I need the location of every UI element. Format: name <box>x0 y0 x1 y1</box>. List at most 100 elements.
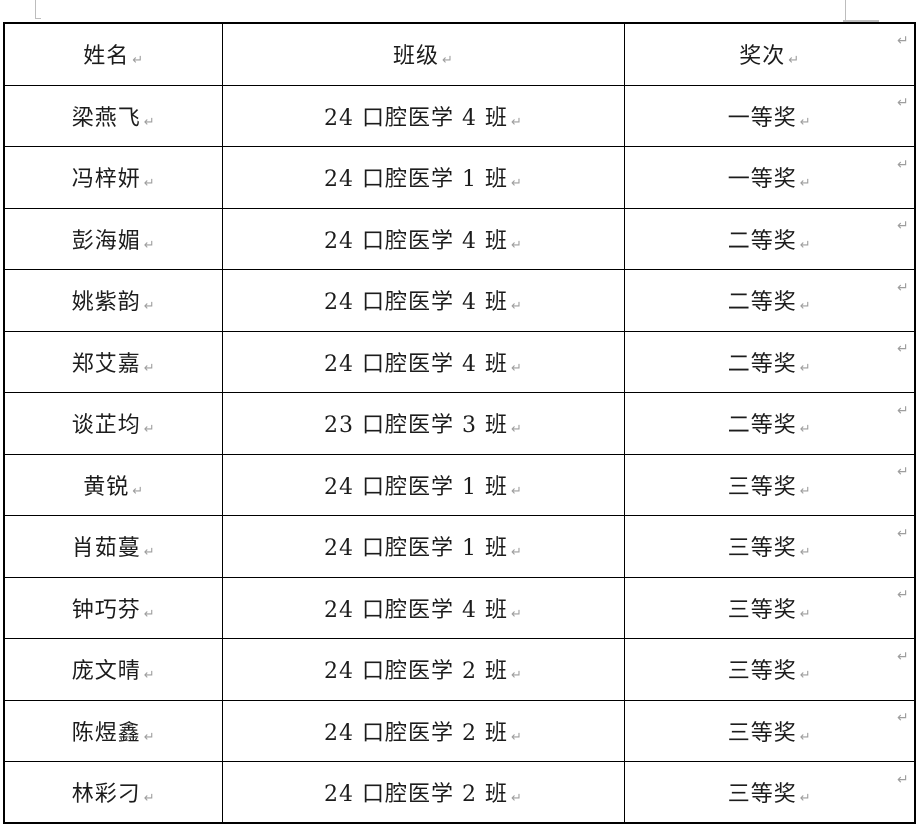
end-of-cell-mark-icon: ↵ <box>511 729 522 745</box>
cell-class[interactable]: 24 口腔医学 1 班 ↵ <box>221 515 625 578</box>
end-of-cell-mark-icon: ↵ <box>132 483 144 499</box>
table-row: 谈芷均 ↵ 23 口腔医学 3 班 ↵ 二等奖 ↵ <box>3 392 916 455</box>
student-name-text: 彭海媚 <box>71 228 141 254</box>
header-label-name: 姓名 <box>83 44 130 70</box>
student-name-text: 梁燕飞 <box>71 105 141 131</box>
cell-student-name[interactable]: 谈芷均 ↵ <box>3 392 223 455</box>
end-of-row-mark-icon: ↵ <box>897 218 909 234</box>
header-label-award: 奖次 <box>739 44 786 70</box>
cell-award[interactable]: 一等奖 ↵ <box>623 84 916 147</box>
end-of-cell-mark-icon: ↵ <box>511 668 522 684</box>
table-row: 冯梓妍 ↵ 24 口腔医学 1 班 ↵ 一等奖 ↵ <box>3 146 916 209</box>
cell-class[interactable]: 24 口腔医学 4 班 ↵ <box>221 207 625 270</box>
header-cell-award[interactable]: 奖次 ↵ <box>623 22 916 86</box>
end-of-cell-mark-icon: ↵ <box>511 114 522 130</box>
class-text: 24 口腔医学 2 班 <box>324 659 509 685</box>
end-of-cell-mark-icon: ↵ <box>511 299 522 315</box>
table-row: 彭海媚 ↵ 24 口腔医学 4 班 ↵ 二等奖 ↵ <box>3 207 916 270</box>
clipped-cell-border-artifact <box>35 0 36 19</box>
end-of-cell-mark-icon: ↵ <box>799 299 811 315</box>
clipped-cell-border-artifact <box>35 18 41 19</box>
cell-student-name[interactable]: 梁燕飞 ↵ <box>3 84 223 147</box>
award-text: 一等奖 <box>727 167 797 193</box>
table-row: 郑艾嘉 ↵ 24 口腔医学 4 班 ↵ 二等奖 ↵ <box>3 330 916 393</box>
end-of-cell-mark-icon: ↵ <box>143 729 155 745</box>
end-of-cell-mark-icon: ↵ <box>799 237 811 253</box>
end-of-cell-mark-icon: ↵ <box>788 53 800 69</box>
end-of-row-mark-icon: ↵ <box>897 33 909 49</box>
student-name-text: 陈煜鑫 <box>71 720 141 746</box>
cell-class[interactable]: 24 口腔医学 1 班 ↵ <box>221 453 625 516</box>
class-text: 24 口腔医学 1 班 <box>324 536 509 562</box>
student-name-text: 庞文晴 <box>71 659 141 685</box>
cell-award[interactable]: 三等奖 ↵ <box>623 515 916 578</box>
table-row: 陈煜鑫 ↵ 24 口腔医学 2 班 ↵ 三等奖 ↵ <box>3 699 916 762</box>
cell-student-name[interactable]: 黄锐 ↵ <box>3 453 223 516</box>
end-of-cell-mark-icon: ↵ <box>143 606 155 622</box>
cell-class[interactable]: 24 口腔医学 4 班 ↵ <box>221 576 625 639</box>
end-of-row-mark-icon: ↵ <box>897 95 909 111</box>
end-of-cell-mark-icon: ↵ <box>511 483 522 499</box>
award-text: 三等奖 <box>727 597 797 623</box>
cell-student-name[interactable]: 冯梓妍 ↵ <box>3 146 223 209</box>
class-text: 24 口腔医学 1 班 <box>324 474 509 500</box>
table-row: 肖茹蔓 ↵ 24 口腔医学 1 班 ↵ 三等奖 ↵ <box>3 515 916 578</box>
header-cell-class[interactable]: 班级 ↵ <box>221 22 625 86</box>
end-of-cell-mark-icon: ↵ <box>799 545 811 561</box>
end-of-cell-mark-icon: ↵ <box>143 237 155 253</box>
cell-student-name[interactable]: 庞文晴 ↵ <box>3 638 223 701</box>
awards-table: 姓名 ↵ 班级 ↵ 奖次 ↵ 梁燕飞 ↵ 24 口腔医学 4 班 ↵ 一等奖 ↵ <box>3 22 916 824</box>
end-of-cell-mark-icon: ↵ <box>143 176 155 192</box>
cell-class[interactable]: 24 口腔医学 4 班 ↵ <box>221 269 625 332</box>
clipped-cell-border-artifact <box>843 20 879 22</box>
end-of-row-mark-icon: ↵ <box>897 771 909 788</box>
cell-student-name[interactable]: 陈煜鑫 ↵ <box>3 699 223 762</box>
award-text: 三等奖 <box>727 659 797 685</box>
end-of-cell-mark-icon: ↵ <box>799 791 811 806</box>
header-row: 姓名 ↵ 班级 ↵ 奖次 ↵ <box>3 22 916 86</box>
end-of-cell-mark-icon: ↵ <box>143 668 155 684</box>
cell-award[interactable]: 一等奖 ↵ <box>623 146 916 209</box>
end-of-cell-mark-icon: ↵ <box>511 422 522 438</box>
end-of-cell-mark-icon: ↵ <box>799 422 811 438</box>
clipped-cell-border-artifact <box>845 0 846 21</box>
end-of-cell-mark-icon: ↵ <box>132 53 144 69</box>
cell-class[interactable]: 24 口腔医学 4 班 ↵ <box>221 84 625 147</box>
table-row: 钟巧芬 ↵ 24 口腔医学 4 班 ↵ 三等奖 ↵ <box>3 576 916 639</box>
cell-award[interactable]: 二等奖 ↵ <box>623 207 916 270</box>
student-name-text: 姚紫韵 <box>71 290 141 316</box>
end-of-row-mark-icon: ↵ <box>897 587 909 603</box>
table-row: 黄锐 ↵ 24 口腔医学 1 班 ↵ 三等奖 ↵ <box>3 453 916 516</box>
cell-award[interactable]: 三等奖 ↵ <box>623 453 916 516</box>
cell-award[interactable]: 三等奖 ↵ <box>623 576 916 639</box>
class-text: 24 口腔医学 4 班 <box>324 290 509 316</box>
cell-award[interactable]: 二等奖 ↵ <box>623 269 916 332</box>
cell-student-name[interactable]: 彭海媚 ↵ <box>3 207 223 270</box>
cell-award[interactable]: 三等奖 ↵ <box>623 638 916 701</box>
cell-class[interactable]: 23 口腔医学 3 班 ↵ <box>221 392 625 455</box>
cell-student-name[interactable]: 林彩刁 ↵ <box>3 761 223 824</box>
end-of-row-mark-icon: ↵ <box>897 525 909 542</box>
cell-student-name[interactable]: 姚紫韵 ↵ <box>3 269 223 332</box>
cell-student-name[interactable]: 肖茹蔓 ↵ <box>3 515 223 578</box>
end-of-row-mark-icon: ↵ <box>897 402 909 419</box>
end-of-row-mark-icon: ↵ <box>897 156 909 173</box>
class-text: 24 口腔医学 4 班 <box>324 228 509 254</box>
cell-class[interactable]: 24 口腔医学 4 班 ↵ <box>221 330 625 393</box>
header-label-class: 班级 <box>393 44 440 70</box>
cell-class[interactable]: 24 口腔医学 2 班 ↵ <box>221 638 625 701</box>
cell-class[interactable]: 24 口腔医学 1 班 ↵ <box>221 146 625 209</box>
header-cell-name[interactable]: 姓名 ↵ <box>3 22 223 86</box>
class-text: 23 口腔医学 3 班 <box>324 413 509 439</box>
cell-student-name[interactable]: 郑艾嘉 ↵ <box>3 330 223 393</box>
end-of-cell-mark-icon: ↵ <box>143 114 155 130</box>
cell-student-name[interactable]: 钟巧芬 ↵ <box>3 576 223 639</box>
end-of-cell-mark-icon: ↵ <box>511 606 522 622</box>
cell-award[interactable]: 三等奖 ↵ <box>623 761 916 824</box>
cell-award[interactable]: 二等奖 ↵ <box>623 330 916 393</box>
cell-class[interactable]: 24 口腔医学 2 班 ↵ <box>221 761 625 824</box>
table-row: 梁燕飞 ↵ 24 口腔医学 4 班 ↵ 一等奖 ↵ <box>3 84 916 147</box>
cell-class[interactable]: 24 口腔医学 2 班 ↵ <box>221 699 625 762</box>
cell-award[interactable]: 二等奖 ↵ <box>623 392 916 455</box>
cell-award[interactable]: 三等奖 ↵ <box>623 699 916 762</box>
